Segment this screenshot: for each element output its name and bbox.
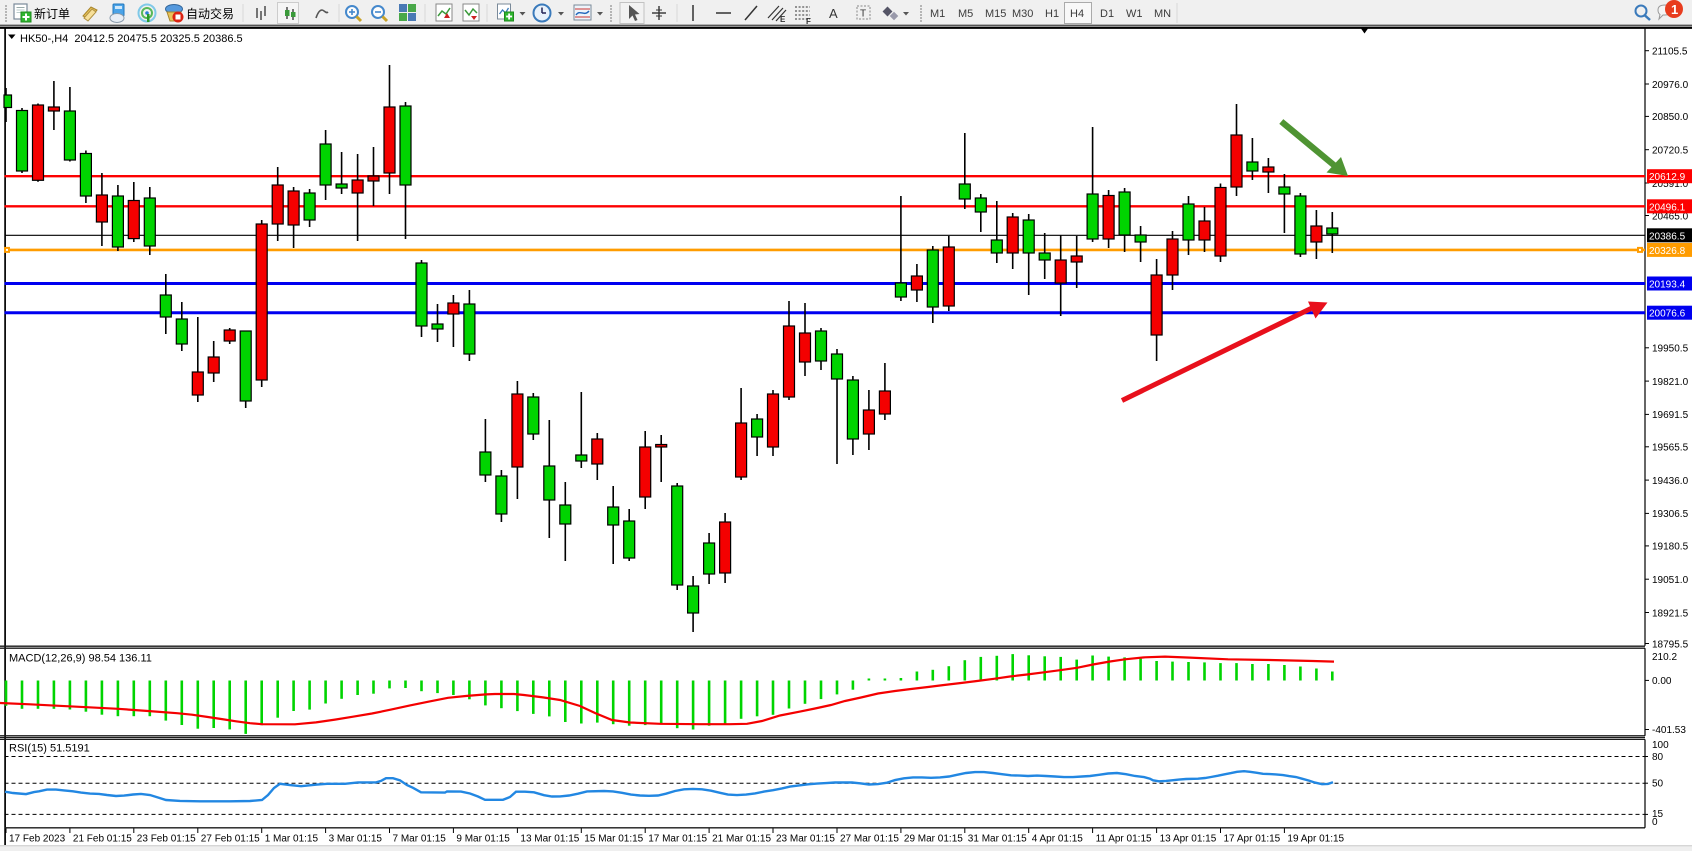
svg-text:自动交易: 自动交易	[186, 6, 234, 21]
svg-text:19691.5: 19691.5	[1652, 410, 1689, 421]
svg-text:20496.1: 20496.1	[1649, 202, 1686, 213]
svg-text:F: F	[806, 17, 811, 26]
svg-text:15 Mar 01:15: 15 Mar 01:15	[584, 833, 643, 844]
svg-text:20193.4: 20193.4	[1649, 280, 1686, 291]
svg-text:19051.0: 19051.0	[1652, 575, 1689, 586]
svg-text:T: T	[860, 9, 866, 20]
svg-text:H1: H1	[1045, 8, 1059, 20]
svg-text:M30: M30	[1012, 8, 1033, 20]
svg-text:17 Feb 2023: 17 Feb 2023	[9, 833, 66, 844]
svg-text:20720.5: 20720.5	[1652, 146, 1689, 157]
svg-text:13 Apr 01:15: 13 Apr 01:15	[1160, 833, 1217, 844]
svg-text:19436.0: 19436.0	[1652, 476, 1689, 487]
svg-text:21105.5: 21105.5	[1652, 47, 1688, 58]
svg-text:19950.5: 19950.5	[1652, 344, 1689, 355]
svg-text:19306.5: 19306.5	[1652, 509, 1689, 520]
svg-text:HK50-,H4 20412.5 20475.5 2032: HK50-,H4 20412.5 20475.5 20325.5 20386.5	[20, 33, 243, 45]
svg-text:20326.8: 20326.8	[1649, 246, 1686, 257]
svg-text:3 Mar 01:15: 3 Mar 01:15	[329, 833, 383, 844]
svg-text:18921.5: 18921.5	[1652, 608, 1689, 619]
svg-text:9 Mar 01:15: 9 Mar 01:15	[456, 833, 510, 844]
svg-text:11 Apr 01:15: 11 Apr 01:15	[1096, 833, 1152, 844]
svg-text:A: A	[829, 6, 838, 21]
svg-text:27 Mar 01:15: 27 Mar 01:15	[840, 833, 899, 844]
svg-text:0.00: 0.00	[1652, 676, 1672, 687]
svg-text:21 Mar 01:15: 21 Mar 01:15	[712, 833, 771, 844]
svg-text:D1: D1	[1100, 8, 1114, 20]
svg-text:W1: W1	[1126, 8, 1143, 20]
svg-text:27 Feb 01:15: 27 Feb 01:15	[201, 833, 260, 844]
svg-text:100: 100	[1652, 740, 1669, 751]
svg-text:新订单: 新订单	[34, 6, 70, 21]
svg-text:21 Feb 01:15: 21 Feb 01:15	[73, 833, 132, 844]
svg-text:19565.5: 19565.5	[1652, 443, 1689, 454]
svg-text:29 Mar 01:15: 29 Mar 01:15	[904, 833, 963, 844]
svg-text:20976.0: 20976.0	[1652, 80, 1689, 91]
svg-text:E: E	[780, 15, 786, 24]
svg-text:18795.5: 18795.5	[1652, 639, 1689, 650]
svg-text:20386.5: 20386.5	[1649, 231, 1686, 242]
svg-text:17 Mar 01:15: 17 Mar 01:15	[648, 833, 707, 844]
svg-text:M1: M1	[930, 8, 945, 20]
svg-text:MACD(12,26,9) 98.54 136.11: MACD(12,26,9) 98.54 136.11	[9, 653, 152, 665]
svg-text:80: 80	[1652, 752, 1664, 763]
svg-text:20591.0: 20591.0	[1652, 179, 1689, 190]
svg-text:15: 15	[1652, 809, 1664, 820]
svg-text:4 Apr 01:15: 4 Apr 01:15	[1032, 833, 1084, 844]
svg-text:7 Mar 01:15: 7 Mar 01:15	[393, 833, 447, 844]
svg-text:0: 0	[1652, 817, 1658, 828]
svg-text:20850.0: 20850.0	[1652, 112, 1689, 123]
svg-text:M15: M15	[985, 8, 1006, 20]
svg-text:-401.53: -401.53	[1652, 725, 1686, 736]
svg-text:31 Mar 01:15: 31 Mar 01:15	[968, 833, 1027, 844]
svg-text:17 Apr 01:15: 17 Apr 01:15	[1224, 833, 1281, 844]
svg-text:M5: M5	[958, 8, 973, 20]
svg-text:19821.0: 19821.0	[1652, 377, 1689, 388]
svg-text:50: 50	[1652, 779, 1664, 790]
svg-text:23 Feb 01:15: 23 Feb 01:15	[137, 833, 196, 844]
svg-text:20465.0: 20465.0	[1652, 211, 1689, 222]
svg-text:19180.5: 19180.5	[1652, 542, 1689, 553]
svg-text:H4: H4	[1070, 8, 1084, 20]
svg-text:1: 1	[1671, 2, 1678, 17]
svg-text:19 Apr 01:15: 19 Apr 01:15	[1287, 833, 1344, 844]
svg-text:23 Mar 01:15: 23 Mar 01:15	[776, 833, 835, 844]
svg-text:20612.9: 20612.9	[1649, 172, 1686, 183]
svg-text:13 Mar 01:15: 13 Mar 01:15	[520, 833, 579, 844]
svg-text:1 Mar 01:15: 1 Mar 01:15	[265, 833, 319, 844]
svg-text:MN: MN	[1154, 8, 1171, 20]
svg-text:RSI(15) 51.5191: RSI(15) 51.5191	[9, 743, 90, 755]
svg-text:20076.6: 20076.6	[1649, 309, 1686, 320]
svg-text:210.2: 210.2	[1652, 652, 1677, 663]
